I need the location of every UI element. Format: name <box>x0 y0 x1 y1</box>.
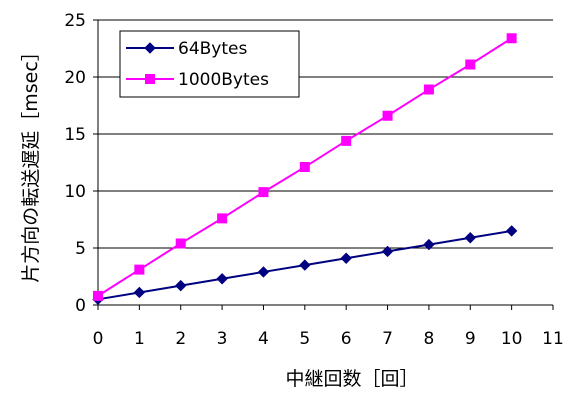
x-tick-label: 11 <box>542 329 564 349</box>
x-axis-title: 中継回数［回］ <box>285 368 418 390</box>
data-point-1000bytes <box>175 238 186 249</box>
data-point-64bytes <box>505 225 518 237</box>
y-tick-label: 20 <box>64 68 86 88</box>
data-point-1000bytes <box>93 290 103 301</box>
y-axis-title: 片方向の転送遅延［msec］ <box>20 42 42 283</box>
y-tick-label: 15 <box>64 125 86 145</box>
data-point-1000bytes <box>423 84 434 95</box>
data-point-64bytes <box>381 245 394 258</box>
data-point-1000bytes <box>465 59 476 70</box>
legend-marker-square-icon <box>145 74 155 84</box>
legend-item-64bytes: 64Bytes <box>126 39 247 59</box>
axes <box>93 19 554 310</box>
tick-labels: 0 5 10 15 20 25 0 1 2 3 4 5 6 7 8 9 10 11 <box>64 11 563 349</box>
data-series <box>92 33 518 306</box>
x-tick-label: 4 <box>258 329 269 349</box>
legend: 64Bytes 1000Bytes <box>119 30 300 98</box>
data-point-1000bytes <box>506 33 517 44</box>
x-tick-label: 10 <box>501 329 523 349</box>
legend-label-1000bytes: 1000Bytes <box>178 70 269 90</box>
data-point-64bytes <box>133 286 146 299</box>
data-point-64bytes <box>299 259 311 271</box>
x-tick-label: 6 <box>341 329 352 349</box>
data-point-1000bytes <box>217 213 228 224</box>
legend-item-1000bytes: 1000Bytes <box>126 70 269 90</box>
x-tick-label: 3 <box>217 329 228 349</box>
data-point-64bytes <box>464 232 476 244</box>
x-tick-label: 7 <box>382 329 393 349</box>
data-point-64bytes <box>340 252 352 264</box>
x-tick-label: 2 <box>175 329 186 349</box>
y-tick-label: 0 <box>75 296 86 316</box>
data-point-64bytes <box>423 238 435 251</box>
data-point-64bytes <box>175 279 187 292</box>
x-tick-label: 9 <box>465 329 476 349</box>
x-tick-label: 8 <box>423 329 434 349</box>
x-tick-label: 0 <box>93 329 104 349</box>
x-tick-label: 5 <box>299 329 310 349</box>
legend-label-64bytes: 64Bytes <box>178 39 247 59</box>
x-tick-label: 1 <box>134 329 145 349</box>
legend-box <box>119 30 300 98</box>
data-point-64bytes <box>216 273 228 285</box>
y-tick-label: 5 <box>75 239 86 259</box>
y-tick-label: 10 <box>64 182 86 202</box>
data-point-1000bytes <box>299 162 310 173</box>
data-point-1000bytes <box>341 135 352 146</box>
y-tick-label: 25 <box>64 11 86 31</box>
data-point-1000bytes <box>134 264 145 275</box>
legend-marker-diamond-icon <box>144 42 156 54</box>
data-point-64bytes <box>257 266 270 278</box>
data-point-1000bytes <box>258 187 269 198</box>
data-point-1000bytes <box>382 110 393 121</box>
